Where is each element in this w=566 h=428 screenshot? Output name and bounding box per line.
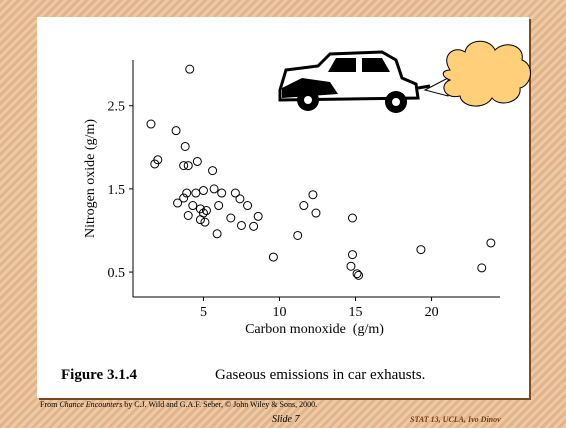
data-point [218, 189, 226, 197]
data-point [417, 246, 425, 254]
exhaust-cloud [425, 41, 530, 106]
x-tick-label: 20 [425, 305, 439, 320]
data-point [355, 271, 363, 279]
data-point [213, 230, 221, 238]
car-illustration [280, 52, 430, 113]
data-point [254, 212, 262, 220]
data-point [348, 214, 356, 222]
data-point [193, 157, 201, 165]
data-point [244, 202, 252, 210]
data-point [250, 222, 258, 230]
data-point [201, 218, 209, 226]
data-point [199, 187, 207, 195]
x-tick-label: 10 [272, 305, 286, 320]
data-point [478, 264, 486, 272]
data-point [209, 167, 217, 175]
data-point [300, 202, 308, 210]
data-point [147, 120, 155, 128]
caption-label: Figure 3.1.4 [61, 367, 137, 383]
data-point [210, 185, 218, 193]
source-title: Chance Encounters [59, 400, 122, 409]
data-point [309, 191, 317, 199]
y-tick-label: 1.5 [108, 183, 126, 198]
data-point [189, 202, 197, 210]
data-point [186, 65, 194, 73]
data-point [172, 127, 180, 135]
x-tick-label: 5 [200, 305, 207, 320]
data-point [294, 231, 302, 239]
data-point [184, 162, 192, 170]
y-tick-label: 2.5 [108, 100, 126, 115]
data-point [231, 189, 239, 197]
data-point [184, 212, 192, 220]
data-point [237, 221, 245, 229]
data-point [192, 189, 200, 197]
data-point [236, 195, 244, 203]
source-rest: by C.J. Wild and G.A.F. Seber, © John Wi… [124, 400, 317, 409]
course-label: STAT 13, UCLA, Ivo Dinov [410, 415, 501, 424]
x-tick-label: 15 [349, 305, 363, 320]
source-prefix: From [40, 400, 57, 409]
data-point [269, 253, 277, 261]
chart: Figure 3.1.4 Gaseous emissions in car ex… [0, 0, 566, 428]
data-point [312, 209, 320, 217]
data-point [348, 251, 356, 259]
caption-text: Gaseous emissions in car exhausts. [215, 367, 425, 383]
y-tick-label: 0.5 [108, 266, 126, 281]
source-note: From Chance Encounters by C.J. Wild and … [40, 400, 317, 409]
x-axis-label: Carbon monoxide (g/m) [245, 322, 384, 337]
data-point [196, 216, 204, 224]
data-point [487, 239, 495, 247]
y-axis-label: Nitrogen oxide (g/m) [83, 119, 98, 238]
slide: Figure 3.1.4 Gaseous emissions in car ex… [0, 0, 566, 428]
data-point [181, 142, 189, 150]
data-point [347, 262, 355, 270]
data-point [227, 214, 235, 222]
slide-number: Slide 7 [272, 414, 300, 425]
data-point [215, 202, 223, 210]
data-point [180, 162, 188, 170]
